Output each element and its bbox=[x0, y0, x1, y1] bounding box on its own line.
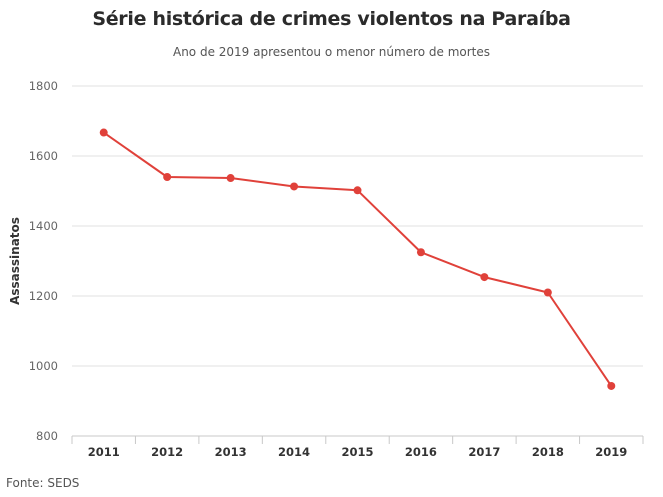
x-axis: 2011 2012 2013 2014 2015 2016 2017 2018 2019 bbox=[71, 435, 644, 459]
y-tick-label: 1200 bbox=[29, 289, 58, 303]
data-point bbox=[480, 273, 489, 282]
y-tick-label: 1600 bbox=[29, 149, 58, 163]
y-tick-label: 800 bbox=[36, 429, 58, 443]
x-tick-label: 2014 bbox=[278, 445, 310, 459]
data-point bbox=[226, 174, 235, 183]
source-note: Fonte: SEDS bbox=[6, 476, 80, 490]
y-tick-label: 1000 bbox=[29, 359, 58, 373]
data-point bbox=[353, 186, 362, 195]
y-tick-label: 1800 bbox=[29, 79, 58, 93]
grid-lines bbox=[72, 85, 643, 367]
data-point bbox=[416, 248, 425, 257]
x-tick-label: 2017 bbox=[468, 445, 500, 459]
x-tick-label: 2015 bbox=[341, 445, 373, 459]
data-point bbox=[607, 381, 616, 390]
data-point bbox=[99, 128, 108, 137]
y-axis-ticks: 800 1000 1200 1400 1600 1800 bbox=[29, 79, 58, 443]
data-point bbox=[290, 182, 299, 191]
chart-subtitle: Ano de 2019 apresentou o menor número de… bbox=[172, 45, 491, 59]
x-tick-label: 2011 bbox=[88, 445, 120, 459]
x-tick-label: 2019 bbox=[595, 445, 627, 459]
x-tick-label: 2018 bbox=[532, 445, 564, 459]
x-tick-label: 2016 bbox=[405, 445, 437, 459]
series-line bbox=[103, 131, 613, 387]
data-point bbox=[163, 173, 172, 181]
data-point bbox=[543, 288, 552, 297]
y-axis-label: Assassinatos bbox=[8, 217, 22, 305]
series-points bbox=[99, 128, 616, 390]
x-tick-label: 2012 bbox=[151, 445, 183, 459]
series-line-group bbox=[103, 131, 613, 387]
x-tick-label: 2013 bbox=[215, 445, 247, 459]
chart-title: Série histórica de crimes violentos na P… bbox=[92, 8, 571, 30]
y-tick-label: 1400 bbox=[29, 219, 58, 233]
